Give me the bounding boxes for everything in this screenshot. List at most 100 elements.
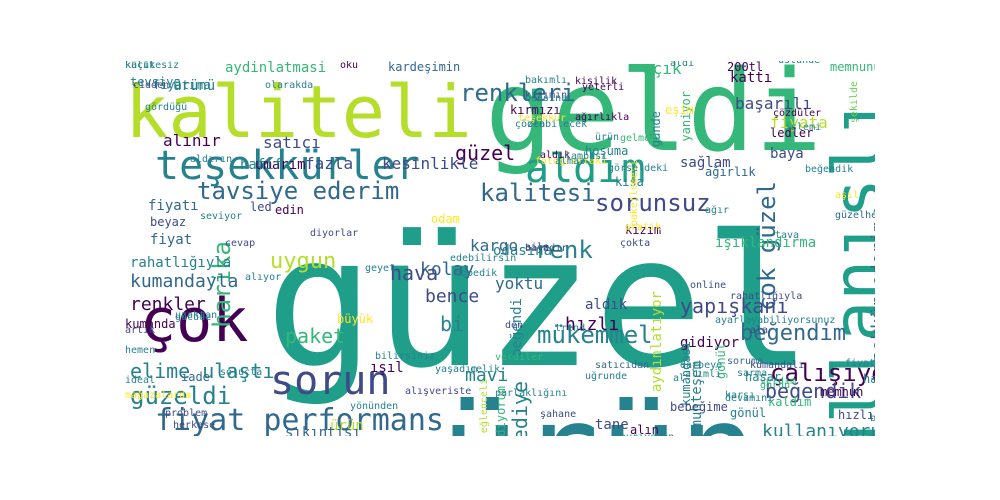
cloud-word: fiyatına [153,78,211,92]
cloud-word: odam [431,212,460,226]
cloud-word: renkleri [460,79,576,107]
cloud-word: ürünü [173,78,216,94]
cloud-word: teşekkür [518,113,567,124]
cloud-word: alıyor [245,272,282,283]
cloud-word: ağırlık [705,165,756,179]
cloud-word: hava [390,261,439,285]
cloud-word: pratik [625,222,662,233]
cloud-word: almaz [555,156,586,167]
cloud-word: gönül [730,406,767,420]
cloud-word: problem [165,408,208,419]
cloud-word: aldık [585,297,628,313]
cloud-word: bi [440,312,465,336]
cloud-word: den [505,320,524,331]
cloud-word: paket [285,324,346,348]
cloud-word: umarım [255,157,306,173]
cloud-word: başarılı [735,94,813,113]
word-cloud: güzelürüngeldikaliteliçokkullanışlıteşek… [125,61,875,436]
cloud-word: alınır [163,131,221,150]
cloud-word: işimi [870,430,875,437]
cloud-word: tane [595,417,629,433]
cloud-word: fiyat [150,232,193,248]
cloud-word: gördü [760,380,791,391]
cloud-word: eşim [665,103,694,117]
cloud-word: kullanıyorum [762,421,875,437]
cloud-word: bence [425,286,480,307]
cloud-word: verdim [760,376,797,387]
cloud-word: ayriyeten [620,433,674,437]
cloud-word: ürün [595,132,620,143]
cloud-word: oku [340,61,359,71]
cloud-word: odasina [525,93,568,104]
cloud-word: dopedik [455,268,498,279]
cloud-word: beğendim [740,321,846,346]
cloud-word: kalitesi [480,179,596,207]
cloud-word: işlemi [785,122,822,133]
cloud-word: memnunum [830,61,875,74]
cloud-word: elime ulaştı [130,359,275,383]
cloud-word: şahane [540,409,577,420]
cloud-word: yaşadım [435,364,478,375]
cloud-word: diyorlar [310,228,359,239]
cloud-word: kesinlikle [382,154,479,173]
cloud-word: rahatlığıyla [730,291,803,302]
cloud-word: fiyat performans [155,403,444,436]
cloud-word: çok [140,286,249,356]
cloud-word: ışıl [370,360,404,376]
cloud-word: sorun [270,358,391,404]
cloud-word: tava [775,230,800,241]
cloud-word: beğendik [765,379,862,403]
cloud-word: bayadır [525,243,568,254]
cloud-word: ağır [705,205,730,216]
cloud-word: eğlenceli [479,379,490,434]
cloud-word: hemen [125,345,156,356]
cloud-word: gördüğü [145,102,188,113]
cloud-word: bilirsiniz [375,351,436,362]
cloud-word: baya [770,146,804,162]
cloud-word: yoktu [495,274,544,293]
cloud-word: ağırlıkla [575,112,630,123]
cloud-word: ışıklandırma [715,235,817,251]
cloud-word: çelik [470,364,501,375]
cloud-word: güzel [455,141,516,165]
cloud-word: hasar [745,370,782,384]
cloud-word: alın [630,423,659,436]
cloud-word: görseldeki [608,163,669,174]
cloud-word: tavsiye ederim [197,177,400,205]
cloud-word: beğendik [805,164,854,175]
cloud-word: küçük [125,61,156,71]
cloud-word: cidden [133,80,170,91]
cloud-word: aldım [525,146,646,192]
cloud-word: yapışkanı [680,294,789,318]
cloud-word: gücüde [175,312,212,323]
cloud-word: fazla [305,154,354,173]
cloud-word: led [250,200,272,214]
cloud-word: ayarlayabiliyorsunuz [715,315,836,326]
cloud-word: kaliteli [125,70,472,154]
cloud-word: mağazalarda [125,390,192,401]
cloud-word: kardeşimin [388,61,461,74]
cloud-word: uygun [270,249,337,274]
cloud-word: online [690,280,727,291]
cloud-word: uğrunde [585,371,628,382]
cloud-word: devamını [725,393,774,404]
cloud-word: fiyatina [845,358,875,369]
cloud-word: 200tl [727,61,764,74]
cloud-word: verdiler [495,352,544,363]
cloud-word: aydınlatıyor [649,291,665,393]
cloud-word: gelmedi [620,133,663,144]
cloud-word: ideal [125,375,156,386]
cloud-word: edebilirsin [450,253,517,264]
cloud-word: iade [181,370,210,384]
cloud-word: alışveriste [405,386,472,397]
cloud-word: artık [125,325,156,336]
cloud-word: sıkıntısı [285,425,361,436]
cloud-word: fotoğraftaki [535,156,608,167]
cloud-word: mükemmel [537,321,653,349]
cloud-word: güzelherkese [835,210,875,221]
cloud-word: kaldım [768,395,812,409]
cloud-word: aile [525,242,550,253]
cloud-word: ürün [440,386,758,436]
cloud-word: büyük [337,312,374,326]
cloud-word: hoşuma [585,144,629,158]
